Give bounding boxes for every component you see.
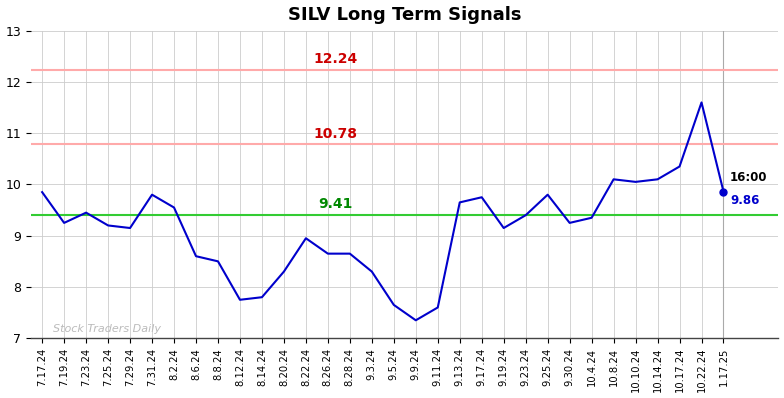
Text: 16:00: 16:00: [730, 171, 768, 184]
Text: 9.41: 9.41: [318, 197, 352, 211]
Text: Stock Traders Daily: Stock Traders Daily: [53, 324, 162, 334]
Text: 12.24: 12.24: [313, 52, 358, 66]
Title: SILV Long Term Signals: SILV Long Term Signals: [288, 6, 521, 23]
Text: 10.78: 10.78: [313, 127, 358, 141]
Text: 9.86: 9.86: [730, 194, 760, 207]
